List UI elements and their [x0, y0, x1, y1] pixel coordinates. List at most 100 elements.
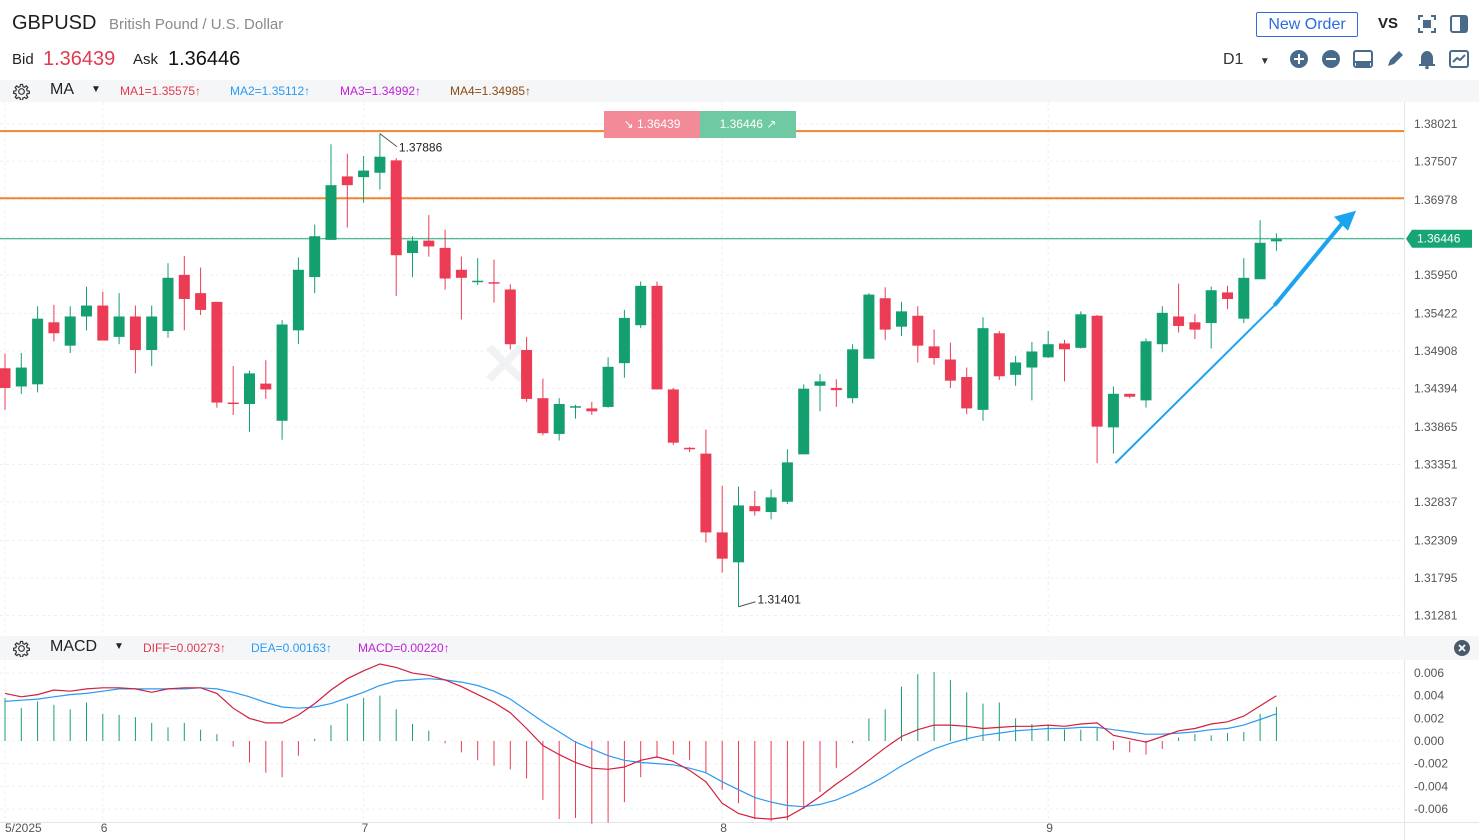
candle-body [928, 346, 940, 359]
candle-body [1238, 277, 1250, 319]
candle-body [798, 388, 810, 455]
candle-body [211, 301, 223, 403]
candle-body [570, 406, 581, 408]
new-order-button[interactable]: New Order [1256, 12, 1358, 37]
candle-body [879, 298, 891, 330]
candle-body [1270, 239, 1282, 242]
trend-arrow [1272, 217, 1348, 307]
chevron-down-icon[interactable]: ▼ [114, 641, 124, 652]
settings-gear-icon[interactable] [13, 640, 30, 657]
zoom-out-icon[interactable] [1320, 48, 1342, 70]
close-icon[interactable] [1453, 639, 1471, 657]
candle-body [195, 293, 207, 310]
symbol-label: GBPUSD [12, 12, 97, 34]
candle-body [1059, 343, 1070, 350]
timeframe-select[interactable]: D1 ▼ [1223, 51, 1270, 69]
candle-body [602, 366, 614, 407]
candle-body [1205, 290, 1217, 324]
candle-body [847, 349, 859, 399]
chevron-down-icon[interactable]: ▼ [91, 84, 101, 95]
candle-body [325, 185, 337, 240]
ma3-value: MA3=1.34992↑ [340, 84, 422, 98]
sidebar-toggle-icon[interactable] [1449, 14, 1469, 34]
candle-body [521, 350, 533, 399]
settings-gear-icon[interactable] [13, 83, 30, 100]
candle-body [586, 408, 598, 412]
candle-body [749, 506, 761, 512]
candle-body [814, 381, 826, 386]
candle-body [635, 285, 647, 326]
timeframe-value: D1 [1223, 51, 1244, 68]
price-axis-tick: 1.37507 [1414, 154, 1458, 168]
candle-body [292, 269, 304, 331]
macd-chart[interactable]: 0.006 0.004 0.002 0.000 -0.002 -0.004 -0.006 5/… [0, 660, 1479, 840]
x-axis-label: 7 [362, 821, 369, 835]
candle-body [1026, 351, 1038, 368]
candle-body [537, 398, 549, 434]
bid-price: 1.36439 [43, 48, 116, 70]
current-price-tag [1406, 229, 1472, 248]
price-axis-tick: 1.31281 [1414, 609, 1458, 623]
candle-body [1156, 312, 1168, 345]
candle-body [1140, 341, 1152, 401]
macd-dea-value: DEA=0.00163↑ [251, 641, 333, 655]
chevron-down-icon: ▼ [1259, 56, 1270, 67]
candle-body [146, 316, 158, 351]
buy-price-button[interactable]: 1.36446 ↗ [700, 111, 796, 138]
ask-price: 1.36446 [168, 48, 241, 70]
candle-body [113, 316, 125, 337]
low-annotation: 1.31401 [758, 593, 802, 607]
price-axis-tick: 1.36978 [1414, 193, 1458, 207]
candle-body [276, 324, 288, 421]
high-annotation: 1.37886 [399, 141, 443, 155]
price-axis-tick: 1.32309 [1414, 534, 1458, 548]
macd-axis-tick: -0.006 [1414, 802, 1448, 816]
sell-price: 1.36439 [637, 117, 681, 131]
price-axis-tick: 1.35950 [1414, 268, 1458, 282]
ma2-value: MA2=1.35112↑ [230, 84, 311, 98]
x-axis-label: 5/2025 [5, 821, 42, 835]
pencil-icon[interactable] [1384, 48, 1406, 70]
layout-icon[interactable] [1352, 48, 1374, 70]
candle-body [97, 305, 109, 341]
candlestick-chart[interactable]: 1.380211.375071.369781.364641.359501.354… [0, 102, 1479, 636]
bell-icon[interactable] [1416, 48, 1438, 70]
candle-body [1010, 362, 1022, 375]
macd-diff-value: DIFF=0.00273↑ [143, 641, 227, 655]
candle-body [15, 367, 27, 387]
candle-body [1075, 314, 1087, 348]
candle-body [472, 280, 484, 283]
macd-axis-tick: 0.006 [1414, 666, 1444, 680]
candle-body [716, 532, 728, 559]
candle-body [358, 170, 370, 178]
candle-body [651, 285, 663, 390]
candle-body [390, 160, 402, 256]
candle-body [896, 311, 907, 327]
indicator-name[interactable]: MA [50, 81, 74, 98]
macd-hist-value: MACD=0.00220↑ [358, 641, 450, 655]
indicator-name[interactable]: MACD [50, 638, 98, 655]
macd-axis-tick: -0.002 [1414, 757, 1448, 771]
candle-body [553, 404, 565, 434]
fullscreen-icon[interactable] [1417, 14, 1437, 34]
candle-body [64, 316, 76, 346]
zoom-in-icon[interactable] [1288, 48, 1310, 70]
ma4-value: MA4=1.34985↑ [450, 84, 532, 98]
candle-body [781, 462, 793, 502]
ma-legend-bar: MA ▼ MA1=1.35575↑ MA2=1.35112↑ MA3=1.349… [0, 80, 1479, 102]
sell-price-button[interactable]: ↘ 1.36439 [604, 111, 700, 138]
price-axis-tick: 1.34394 [1414, 381, 1458, 395]
candle-body [1173, 316, 1185, 326]
vs-button[interactable]: VS [1378, 15, 1399, 32]
candle-body [961, 377, 973, 409]
candle-body [1254, 242, 1266, 280]
price-axis-tick: 1.34908 [1414, 344, 1458, 358]
candle-body [1124, 393, 1136, 397]
candle-body [439, 247, 451, 279]
price-axis-tick: 1.33865 [1414, 420, 1458, 434]
chart-icon[interactable] [1448, 48, 1470, 70]
x-axis-label: 9 [1046, 821, 1053, 835]
candle-body [1091, 315, 1103, 427]
candle-body [423, 240, 435, 247]
bid-label: Bid [12, 51, 34, 68]
